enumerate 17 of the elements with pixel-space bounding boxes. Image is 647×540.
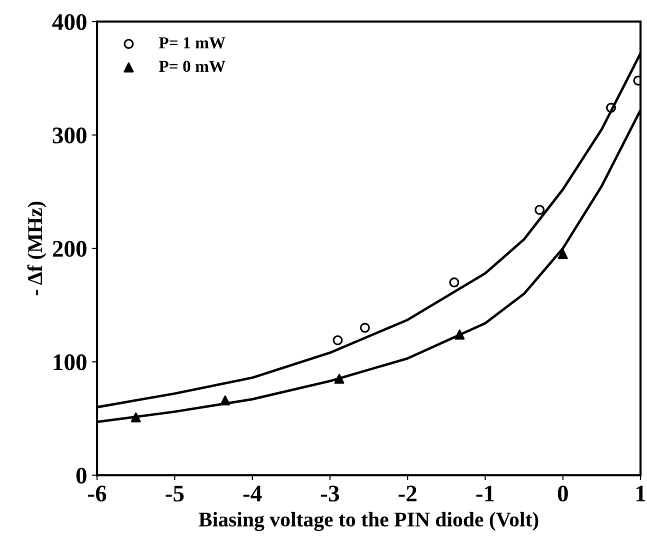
- x-axis-title: Biasing voltage to the PIN diode (Volt): [198, 512, 538, 531]
- x-tick-label: -2: [398, 486, 416, 502]
- y-tick-label: 100: [54, 354, 86, 370]
- y-tick-label: 300: [52, 127, 86, 144]
- x-tick-label: -3: [321, 486, 339, 502]
- x-tick-label: -5: [166, 486, 184, 502]
- x-tick-label: -1: [476, 486, 494, 502]
- x-tick-label: 0: [558, 486, 568, 502]
- y-tick-label: 0: [76, 468, 86, 484]
- x-tick-label: -4: [243, 486, 262, 502]
- legend-label: P= 0 mW: [159, 60, 226, 72]
- x-tick-label: -6: [88, 486, 106, 502]
- y-axis-title: - Δf (MHz): [27, 202, 46, 296]
- legend-label: P= 1 mW: [159, 37, 226, 49]
- y-tick-label: 200: [52, 240, 86, 257]
- y-tick-label: 400: [52, 14, 86, 30]
- x-tick-label: 1: [636, 486, 646, 502]
